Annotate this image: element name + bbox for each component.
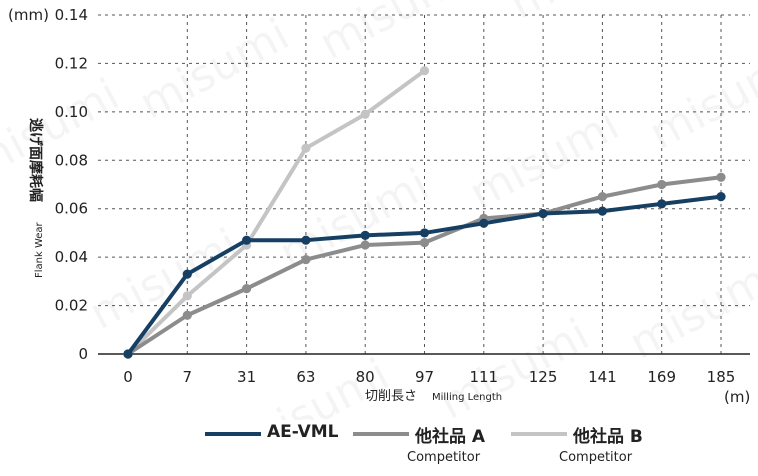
series-0-point (479, 218, 489, 228)
watermark-text: misumi (81, 219, 247, 340)
series-0-point (597, 206, 608, 216)
x-tick-label: 111 (469, 368, 498, 386)
legend-label-competitor-b: 他社品 B (573, 427, 643, 447)
legend: AE-VML 他社品 A Competitor 他社品 B Competitor (205, 420, 725, 474)
series-1-point (242, 284, 252, 294)
legend-item-ae-vml: AE-VML (205, 420, 345, 474)
watermark-text: misumi (641, 39, 758, 160)
series-2-line (126, 69, 426, 356)
x-axis-label-jp: 切削長さ (365, 389, 417, 404)
x-tick-label: 0 (123, 368, 133, 386)
series-0-point (419, 228, 430, 238)
series-1-point (419, 238, 430, 248)
series-0-point (716, 192, 726, 202)
watermark-text: misumi (0, 69, 127, 190)
series-2-point (360, 109, 370, 119)
y-axis-label-en: Flank Wear (34, 221, 45, 278)
legend-swatch-competitor-a (353, 432, 409, 436)
x-axis-label-en: Milling Length (432, 392, 502, 403)
x-tick-label: 141 (588, 368, 617, 386)
watermark-text: misumi (431, 309, 597, 420)
series-2-point (182, 291, 192, 301)
x-tick-label: 63 (296, 368, 315, 386)
series-0-point (657, 199, 667, 209)
x-tick-labels: 0 7 31 63 80 97 111 125 141 169 185 (123, 368, 735, 386)
watermark-text: misumi (621, 249, 758, 370)
x-tick-label: 7 (183, 368, 193, 386)
series-1-point (657, 179, 667, 190)
legend-item-competitor-b: 他社品 B Competitor (511, 420, 681, 474)
grid-lines (98, 14, 750, 354)
x-tick-label: 31 (237, 368, 256, 386)
series-1-point (360, 240, 370, 250)
y-tick-label: 0.10 (55, 103, 88, 121)
legend-swatch-ae-vml (205, 432, 261, 436)
legend-label-competitor-a: 他社品 A (415, 427, 486, 447)
legend-sub-competitor-a: Competitor (407, 450, 481, 465)
y-tick-label: 0.02 (55, 297, 88, 315)
x-tick-label: 97 (415, 368, 434, 386)
series-0-point (301, 235, 311, 245)
legend-item-competitor-a: 他社品 A Competitor (353, 420, 513, 474)
x-tick-label: 80 (356, 368, 375, 386)
watermark-text: misumi (271, 159, 437, 280)
series-layer (123, 66, 726, 359)
x-tick-label: 169 (647, 368, 676, 386)
y-tick-label: 0.06 (55, 200, 88, 218)
series-2-point (301, 143, 311, 153)
x-unit-label: (m) (724, 388, 750, 406)
series-0-point (182, 269, 192, 279)
y-tick-label: 0 (78, 345, 88, 363)
y-tick-label: 0.04 (55, 248, 88, 266)
watermark-text: misumi (311, 0, 477, 70)
series-0-point (538, 208, 548, 219)
series-1-point (716, 172, 726, 182)
series-1-point (182, 310, 192, 320)
series-1-point (301, 254, 311, 265)
y-tick-label: 0.12 (55, 54, 88, 72)
y-tick-label: 0.14 (55, 6, 88, 24)
legend-label-ae-vml: AE-VML (267, 422, 339, 442)
watermark-text: misumi (461, 99, 627, 220)
legend-swatch-competitor-b (511, 432, 567, 436)
y-tick-labels: 0 0.02 0.04 0.06 0.08 0.10 0.12 0.14 (55, 6, 88, 363)
series-0-point (360, 230, 370, 240)
series-2-point (419, 66, 430, 76)
series-0-point (123, 349, 133, 359)
series-0-point (242, 235, 252, 245)
y-tick-label: 0.08 (55, 151, 88, 169)
y-axis-label-jp: 逃げ面摩耗幅 (27, 118, 44, 202)
x-tick-label: 125 (529, 368, 558, 386)
x-tick-label: 185 (707, 368, 736, 386)
series-1-point (597, 192, 608, 202)
legend-sub-competitor-b: Competitor (559, 450, 633, 465)
y-unit-label: (mm) (8, 6, 49, 24)
